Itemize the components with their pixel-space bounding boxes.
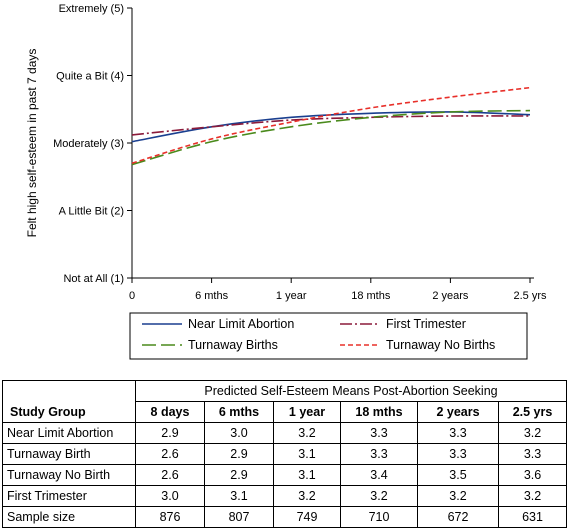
y-tick-label: A Little Bit (2) [59, 206, 124, 218]
table-cell: 876 [135, 506, 205, 528]
table-row: Near Limit Abortion 2.9 3.0 3.2 3.3 3.3 3.2 [2, 422, 568, 444]
table-cell: 3.3 [417, 422, 499, 444]
table-row: Sample size 876 807 749 710 672 631 [2, 506, 568, 528]
legend-label: Turnaway No Births [386, 338, 495, 352]
x-tick-label: 18 mths [351, 290, 391, 302]
group-header: Study Group [2, 380, 136, 423]
legend-box [129, 312, 528, 360]
column-header: 1 year [273, 401, 341, 423]
table-cell: 3.1 [204, 485, 274, 507]
table-cell: 3.1 [273, 464, 341, 486]
x-tick-label: 2 years [432, 290, 469, 302]
table-title: Predicted Self-Esteem Means Post-Abortio… [134, 380, 568, 402]
table-cell: 3.3 [340, 443, 418, 465]
table-column-header-row: 8 days 6 mths 1 year 18 mths 2 years 2.5 yrs [3, 401, 568, 423]
table-cell: 3.0 [135, 485, 205, 507]
y-tick-label: Not at All (1) [63, 273, 124, 285]
legend: Near Limit Abortion First Trimester Turnaw… [129, 312, 528, 360]
table-header-row: Study Group Predicted Self-Esteem Means P… [2, 380, 568, 423]
row-label: Near Limit Abortion [2, 422, 136, 444]
table-cell: 2.6 [135, 443, 205, 465]
table-cell: 2.6 [135, 464, 205, 486]
results-table: Study Group Predicted Self-Esteem Means P… [2, 380, 568, 528]
table-cell: 3.2 [273, 422, 341, 444]
column-header: 2 years [417, 401, 499, 423]
row-label: Turnaway Birth [2, 443, 136, 465]
table-cell: 710 [340, 506, 418, 528]
column-header: 6 mths [204, 401, 274, 423]
legend-label: Turnaway Births [188, 338, 278, 352]
table-cell: 672 [417, 506, 499, 528]
table-cell: 3.4 [340, 464, 418, 486]
table-cell: 2.9 [204, 464, 274, 486]
x-tick-label: 2.5 yrs [513, 290, 547, 302]
table-cell: 3.2 [497, 422, 568, 444]
table-cell: 3.3 [340, 422, 418, 444]
y-axis-ticks: Not at All (1) A Little Bit (2) Moderately… [53, 3, 132, 285]
series-line [131, 86, 531, 165]
table-row: Turnaway Birth 2.6 2.9 3.1 3.3 3.3 3.3 [2, 443, 568, 465]
y-tick-label: Quite a Bit (4) [56, 71, 124, 83]
table-cell: 749 [273, 506, 341, 528]
row-label: Sample size [2, 506, 136, 528]
x-axis-ticks: 0 6 mths 1 year 18 mths 2 years 2.5 yrs [129, 278, 547, 302]
table-cell: 3.3 [417, 443, 499, 465]
line-chart: Not at All (1) A Little Bit (2) Moderately… [25, 3, 547, 360]
row-label: Turnaway No Birth [2, 464, 136, 486]
series-line [131, 109, 531, 166]
table-cell: 3.2 [417, 485, 499, 507]
series-lines [131, 86, 531, 166]
table-cell: 3.5 [417, 464, 499, 486]
table-cell: 3.1 [273, 443, 341, 465]
legend-label: First Trimester [386, 317, 466, 331]
table-cell: 3.2 [273, 485, 341, 507]
table-cell: 3.3 [497, 443, 568, 465]
y-axis-title: Felt high self-esteem in past 7 days [25, 49, 39, 238]
table-row: First Trimester 3.0 3.1 3.2 3.2 3.2 3.2 [2, 485, 568, 507]
table-row: Turnaway No Birth 2.6 2.9 3.1 3.4 3.5 3.6 [2, 464, 568, 486]
table-cell: 3.2 [497, 485, 568, 507]
table-cell: 631 [497, 506, 568, 528]
series-line [131, 115, 531, 136]
table-cell: 3.0 [204, 422, 274, 444]
table-cell: 2.9 [204, 443, 274, 465]
x-tick-label: 1 year [276, 290, 307, 302]
plot-area [131, 8, 534, 279]
column-header: 2.5 yrs [497, 401, 568, 423]
series-line [131, 111, 531, 143]
legend-label: Near Limit Abortion [188, 317, 294, 331]
table-cell: 807 [204, 506, 274, 528]
table-cell: 2.9 [135, 422, 205, 444]
row-label: First Trimester [2, 485, 136, 507]
column-header: 8 days [135, 401, 205, 423]
table-cell: 3.6 [497, 464, 568, 486]
column-header: 18 mths [340, 401, 418, 423]
x-tick-label: 0 [129, 290, 135, 302]
table-cell: 3.2 [340, 485, 418, 507]
y-tick-label: Extremely (5) [59, 3, 124, 15]
x-tick-label: 6 mths [195, 290, 229, 302]
y-tick-label: Moderately (3) [53, 138, 124, 150]
